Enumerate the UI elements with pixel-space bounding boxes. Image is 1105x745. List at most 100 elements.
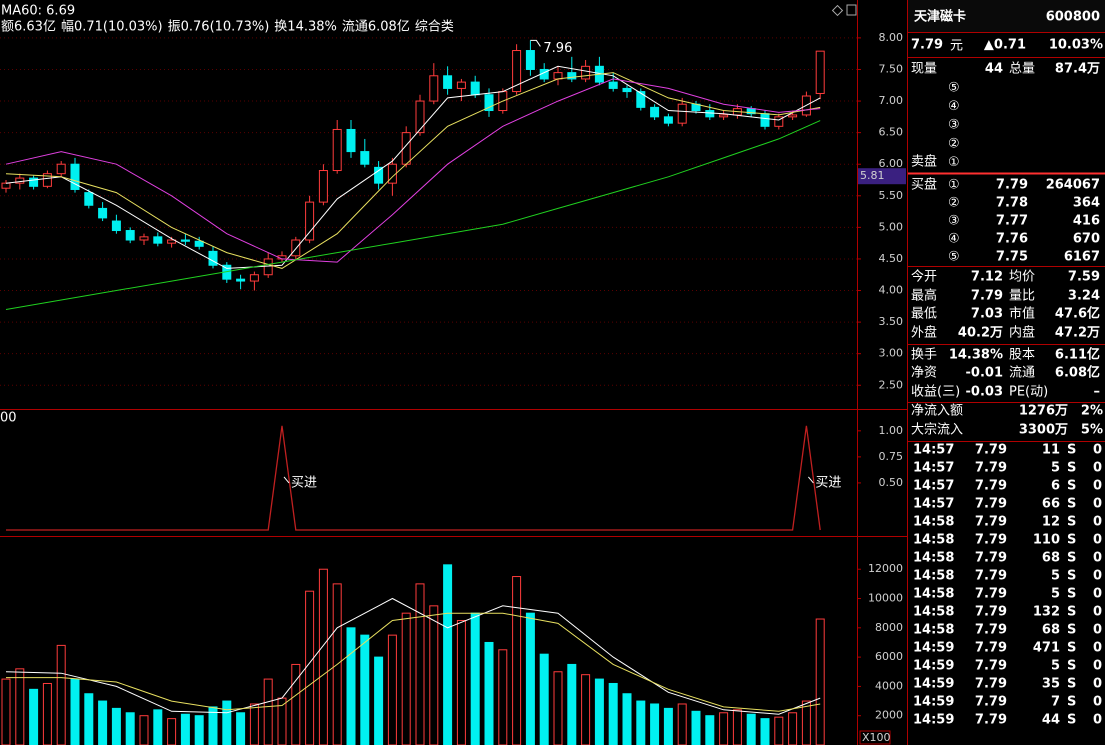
tick-volume: 7 xyxy=(1051,695,1060,710)
price-unit: 元 xyxy=(950,39,963,54)
candle-body xyxy=(429,75,439,102)
icon-window[interactable] xyxy=(846,4,857,16)
y-tick-label: 8.00 xyxy=(879,31,904,44)
candle-body xyxy=(56,163,66,175)
sell-label: 卖盘 xyxy=(911,154,937,170)
candle-body xyxy=(125,230,135,241)
stat-value: 47.6亿 xyxy=(1055,306,1100,322)
corner-label: 00 xyxy=(0,411,17,426)
tick-count: 0 xyxy=(1093,497,1102,512)
volume-bar xyxy=(484,641,494,745)
volume-bar xyxy=(153,709,163,745)
value: 87.4万 xyxy=(1055,62,1100,77)
candle-body xyxy=(208,250,218,266)
candle-body xyxy=(719,114,729,118)
volume-ma-line xyxy=(5,597,821,715)
volume-bar xyxy=(746,713,756,745)
volume-bar xyxy=(387,634,397,745)
buy-volume: 364 xyxy=(1073,196,1100,211)
y-tick-label: 1.00 xyxy=(879,424,904,437)
icon-diamond[interactable] xyxy=(831,4,844,17)
volume-bar xyxy=(760,718,770,745)
tick-count: 0 xyxy=(1093,659,1102,674)
y-tick-label: 6.50 xyxy=(879,126,904,139)
y-tick-label: 5.50 xyxy=(879,189,904,202)
candle-body xyxy=(29,177,39,187)
tick-time: 14:57 xyxy=(913,479,954,494)
tick-volume: 11 xyxy=(1042,443,1060,458)
stat-value: 40.2万 xyxy=(958,326,1003,341)
y-tick-label: 8000 xyxy=(875,621,903,634)
tick-price: 7.79 xyxy=(975,605,1007,620)
info-text: 额6.63亿 xyxy=(1,20,56,35)
tick-price: 7.79 xyxy=(975,587,1007,602)
tick-volume: 68 xyxy=(1042,551,1060,566)
volume-bar xyxy=(415,583,425,745)
tick-side: S xyxy=(1067,551,1076,566)
candle-body xyxy=(15,177,25,184)
candle-body xyxy=(332,128,342,172)
y-tick-label: 6000 xyxy=(875,650,903,663)
volume-bar xyxy=(29,688,39,745)
candle-body xyxy=(567,72,577,80)
tick-time: 14:59 xyxy=(913,659,954,674)
volume-bar xyxy=(360,634,370,745)
tick-price: 7.79 xyxy=(975,641,1007,656)
volume-bar xyxy=(1,678,11,745)
tick-time: 14:57 xyxy=(913,461,954,476)
stock-code: 600800 xyxy=(1046,10,1100,25)
annotation: 买进 xyxy=(815,475,841,490)
candle-body xyxy=(360,151,370,165)
tick-volume: 5 xyxy=(1051,659,1060,674)
volume-bar xyxy=(677,703,687,745)
volume-bar xyxy=(594,678,604,745)
y-tick-label: 5.00 xyxy=(879,220,904,233)
volume-bar xyxy=(774,716,784,745)
candle-body xyxy=(194,240,204,247)
volume-bar xyxy=(650,703,660,745)
info-text: 换14.38% xyxy=(274,20,337,35)
name-header xyxy=(908,0,1105,32)
buy-price: 7.77 xyxy=(996,214,1028,229)
flow-pct: 5% xyxy=(1081,423,1103,438)
tick-side: S xyxy=(1067,515,1076,530)
ma-line xyxy=(5,65,821,269)
volume-bar xyxy=(553,671,563,745)
tick-price: 7.79 xyxy=(975,497,1007,512)
stat-label: 外盘 xyxy=(911,325,937,341)
tick-price: 7.79 xyxy=(975,443,1007,458)
buy-level: ③ xyxy=(948,214,960,229)
candle-body xyxy=(525,50,535,70)
candle-body xyxy=(663,116,673,124)
stat-value: 7.59 xyxy=(1068,270,1100,285)
signal-line xyxy=(6,425,821,531)
annotation: 买进 xyxy=(291,475,317,490)
stat-label: 净资 xyxy=(911,366,937,381)
tick-side: S xyxy=(1067,659,1076,674)
candle-body xyxy=(774,116,784,127)
ma-line xyxy=(5,72,821,269)
candle-body xyxy=(760,113,770,127)
volume-bar xyxy=(525,612,535,745)
volume-bar xyxy=(249,703,259,745)
tick-count: 0 xyxy=(1093,515,1102,530)
tick-count: 0 xyxy=(1093,695,1102,710)
tick-volume: 6 xyxy=(1051,479,1060,494)
info-text: 流通6.08亿 xyxy=(342,20,410,35)
tick-time: 14:57 xyxy=(913,443,954,458)
tick-volume: 44 xyxy=(1042,713,1060,728)
volume-bar xyxy=(732,709,742,745)
volume-bar xyxy=(194,715,204,745)
y-tick-label: 6.00 xyxy=(879,157,904,170)
label: 现量 xyxy=(911,62,937,77)
candle-body xyxy=(484,94,494,112)
flow-label: 大宗流入 xyxy=(911,422,963,438)
buy-level: ④ xyxy=(948,232,960,247)
volume-bar xyxy=(429,605,439,745)
buy-volume: 6167 xyxy=(1064,250,1100,265)
volume-bar xyxy=(705,715,715,745)
cursor-box xyxy=(858,168,906,185)
tick-side: S xyxy=(1067,623,1076,638)
tick-time: 14:58 xyxy=(913,515,954,530)
candle-body xyxy=(98,207,108,219)
